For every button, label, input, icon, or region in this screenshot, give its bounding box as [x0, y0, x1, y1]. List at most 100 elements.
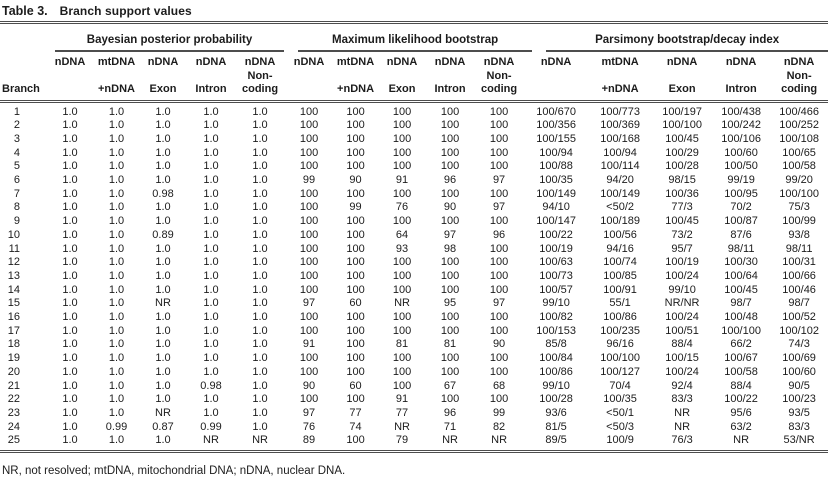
bayesian-value-3: 1.0 [203, 311, 219, 324]
bayesian-value-4: 1.0 [252, 132, 268, 145]
group-header-row: Bayesian posterior probability Maximum l… [0, 26, 828, 52]
parsimony-value-1: <50/2 [606, 201, 635, 214]
ml-value-2: 100 [392, 105, 412, 118]
parsimony-value-1: 100/86 [603, 311, 637, 324]
parsimony-value-1: 100/35 [603, 393, 637, 406]
branch-number: 18 [7, 338, 20, 351]
parsimony-value-4: 98/11 [785, 242, 813, 255]
parsimony-value-1: 100/127 [600, 365, 640, 378]
parsimony-value-2: 76/3 [652, 434, 713, 454]
bayesian-value-1: 1.0 [108, 242, 125, 255]
parsimony-value-0: 100/149 [536, 187, 576, 200]
ml-value-3: NR [426, 434, 475, 454]
bayesian-value-0: 1.0 [62, 283, 78, 296]
bayesian-value-1: 1.0 [108, 283, 125, 296]
bayesian-value-0: 1.0 [62, 132, 78, 145]
bayesian-value-4: 1.0 [252, 420, 268, 433]
parsimony-value-3: 100/30 [724, 256, 758, 269]
branch-number: 23 [7, 406, 20, 419]
parsimony-value-1: 100/94 [603, 146, 637, 159]
ml-value-1: 100 [346, 393, 365, 406]
bayesian-value-1: 1.0 [108, 228, 125, 241]
parsimony-value-4: 100/52 [782, 311, 816, 324]
bayesian-value-1: 1.0 [108, 174, 125, 187]
branch-number: 8 [13, 201, 20, 214]
bayesian-value-0: 1.0 [62, 406, 78, 419]
ml-value-3: 97 [443, 228, 457, 241]
parsimony-value-2: 100/28 [665, 160, 699, 173]
parsimony-value-3: 87/6 [730, 228, 752, 241]
ml-value-1: 100 [346, 146, 365, 159]
ml-value-2: 100 [392, 146, 412, 159]
bayesian-value-3: 1.0 [203, 228, 219, 241]
bayesian-value-1: 1.0 [108, 297, 125, 310]
table-row-branch-6: 6 1.0 1.0 1.0 1.0 1.0 99 90 91 96 97 100/35 94/20 98/… [0, 174, 828, 188]
ml-value-4: 100 [489, 132, 509, 145]
bayesian-value-4: 1.0 [252, 256, 268, 269]
parsimony-value-3: 100/50 [724, 160, 758, 173]
ml-value-1: 60 [349, 297, 362, 310]
ml-value-3: 81 [443, 338, 457, 351]
bayesian-value-0: 1.0 [62, 105, 78, 118]
column-header-ml-3: nDNA Intron [426, 52, 475, 103]
ml-value-0: 99 [302, 174, 316, 187]
bayesian-value-3: 1.0 [203, 132, 219, 145]
ml-value-2: 100 [392, 256, 412, 269]
bayesian-value-4: 1.0 [252, 406, 268, 419]
ml-value-2: 93 [395, 242, 409, 255]
ml-value-0: 100 [299, 146, 319, 159]
bayesian-value-0: 1.0 [62, 324, 78, 337]
table-row-branch-11: 11 1.0 1.0 1.0 1.0 1.0 100 100 93 98 100 100/19 94/1… [0, 243, 828, 257]
parsimony-value-0: 85/8 [545, 338, 567, 351]
ml-value-4: 100 [489, 119, 509, 132]
parsimony-value-2: 100/100 [662, 119, 702, 132]
bayesian-value-4: 1.0 [252, 283, 268, 296]
ml-value-1: 100 [346, 215, 365, 228]
bayesian-value-4: 1.0 [252, 379, 268, 392]
table-row-branch-3: 3 1.0 1.0 1.0 1.0 1.0 100 100 100 100 100 100/155 10… [0, 133, 828, 147]
branch-number: 20 [7, 365, 20, 378]
bayesian-value-2: 1.0 [155, 174, 171, 187]
ml-value-3: 100 [440, 215, 460, 228]
bayesian-value-4: 1.0 [252, 242, 268, 255]
ml-value-4: NR [474, 434, 525, 454]
bayesian-value-2: 1.0 [155, 379, 171, 392]
bayesian-value-3: 0.98 [200, 379, 222, 392]
parsimony-value-1: 94/20 [606, 174, 634, 187]
bayesian-value-2: NR [155, 406, 171, 419]
parsimony-value-4: 75/3 [788, 201, 810, 214]
bayesian-value-3: 1.0 [203, 352, 219, 365]
ml-value-0: 76 [302, 420, 316, 433]
branch-number: 11 [8, 242, 20, 255]
ml-value-4: 97 [492, 297, 506, 310]
ml-value-0: 89 [285, 434, 334, 454]
parsimony-value-4: 100/108 [779, 132, 819, 145]
ml-value-4: 100 [489, 352, 509, 365]
parsimony-value-3: 100/22 [724, 393, 758, 406]
branch-number: 13 [7, 269, 20, 282]
ml-value-4: 82 [492, 420, 506, 433]
parsimony-value-1: 100/56 [603, 228, 637, 241]
bayesian-value-0: 1.0 [62, 228, 78, 241]
ml-value-3: 100 [440, 269, 460, 282]
ml-value-1: 100 [346, 365, 365, 378]
ml-value-0: 100 [299, 201, 319, 214]
parsimony-value-0: 81/5 [545, 420, 567, 433]
group-header-maximum-likelihood: Maximum likelihood bootstrap [298, 34, 533, 52]
bayesian-value-1: 1.0 [108, 146, 125, 159]
column-header-bayesian-1: mtDNA +nDNA [94, 52, 139, 103]
parsimony-value-3: 100/48 [724, 311, 758, 324]
parsimony-value-3: 100/58 [724, 365, 758, 378]
bayesian-value-3: 1.0 [203, 215, 219, 228]
bayesian-value-4: 1.0 [252, 146, 268, 159]
parsimony-value-0: 93/6 [545, 406, 567, 419]
bayesian-value-4: 1.0 [252, 160, 268, 173]
column-header-bayesian-4: nDNA Non-coding [235, 52, 286, 103]
ml-value-2: NR [394, 420, 410, 433]
ml-value-1: 77 [349, 406, 362, 419]
parsimony-value-3: 95/6 [730, 406, 752, 419]
group-header-parsimony: Parsimony bootstrap/decay index [546, 34, 828, 52]
parsimony-value-4: 100/23 [782, 393, 816, 406]
bayesian-value-1: 0.99 [105, 420, 128, 433]
bayesian-value-4: 1.0 [252, 297, 268, 310]
